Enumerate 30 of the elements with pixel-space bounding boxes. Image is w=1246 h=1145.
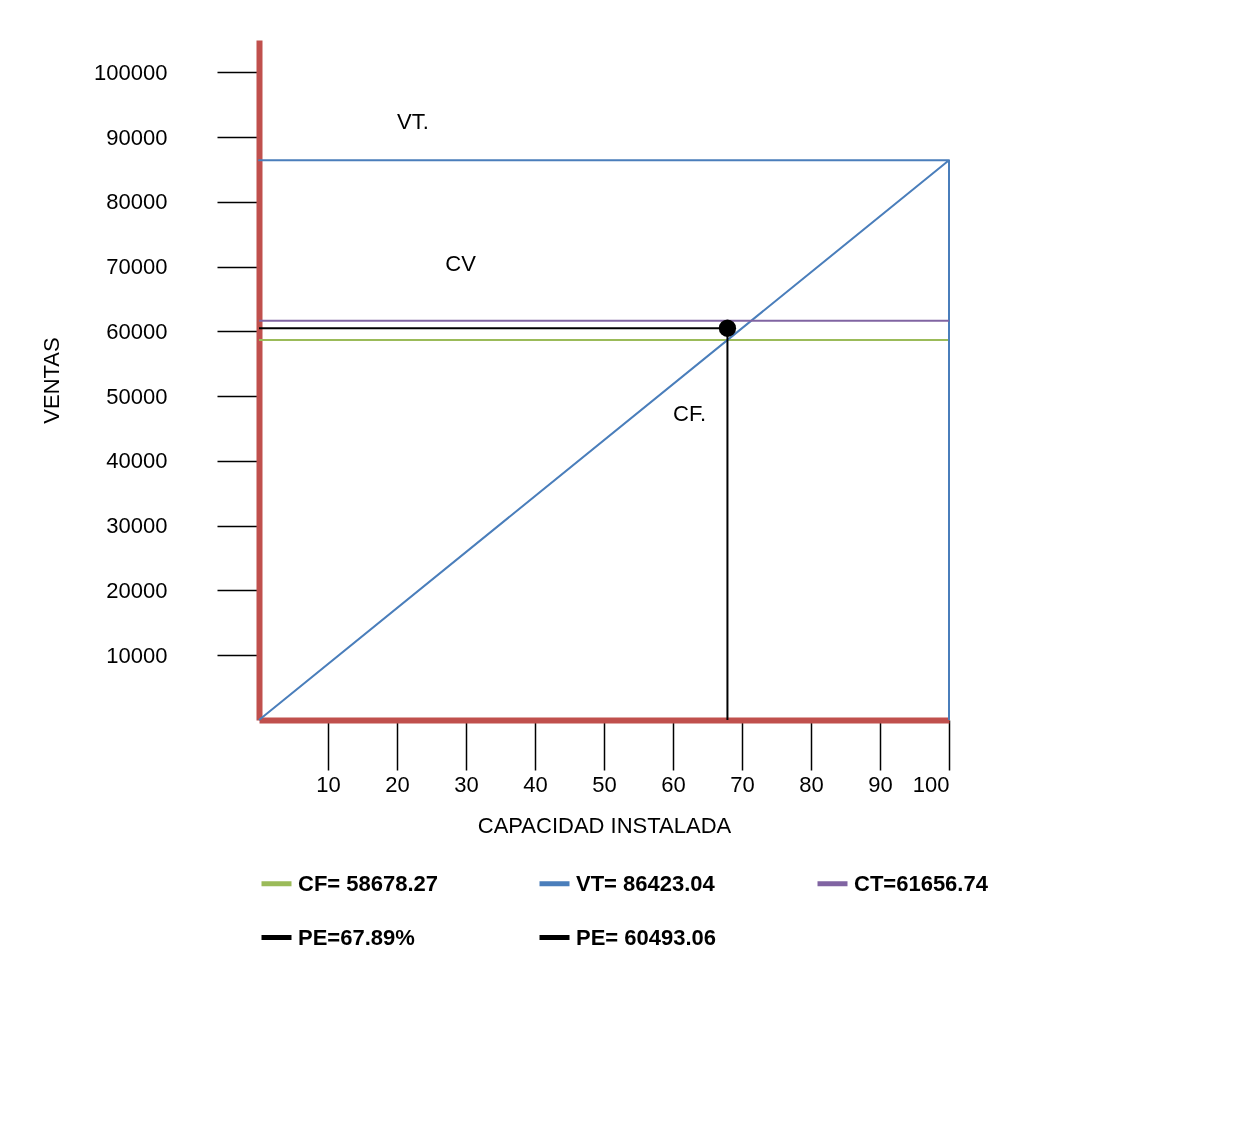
- x-tick-label: 60: [661, 771, 686, 797]
- x-axis-title: CAPACIDAD INSTALADA: [477, 812, 732, 838]
- x-tick-label: 20: [385, 771, 410, 797]
- y-tick-label: 50000: [106, 383, 168, 409]
- x-tick-label: 10: [316, 771, 341, 797]
- annotation: CF.: [673, 401, 706, 426]
- y-tick-label: 80000: [106, 189, 168, 215]
- x-tick-label: 30: [454, 771, 479, 797]
- x-tick-label: 70: [730, 771, 755, 797]
- y-tick-label: 20000: [106, 577, 168, 603]
- x-tick-label: 90: [868, 771, 893, 797]
- x-tick-label: 50: [592, 771, 617, 797]
- legend-label: VT= 86423.04: [576, 870, 716, 896]
- legend-label: PE=67.89%: [298, 924, 415, 950]
- x-tick-label: 100: [912, 771, 950, 797]
- y-tick-label: 90000: [106, 124, 168, 150]
- y-axis-title: VENTAS: [39, 337, 65, 424]
- x-tick-label: 40: [523, 771, 548, 797]
- y-tick-label: 10000: [106, 642, 168, 668]
- annotation: VT.: [397, 108, 429, 134]
- legend-label: CF= 58678.27: [298, 870, 439, 896]
- y-tick-label: 70000: [106, 254, 168, 280]
- legend-label: CT=61656.74: [854, 870, 989, 896]
- y-tick-label: 30000: [106, 513, 168, 539]
- x-tick-label: 80: [799, 771, 824, 797]
- legend-label: PE= 60493.06: [576, 924, 717, 950]
- y-tick-label: 100000: [94, 59, 168, 85]
- annotation: CV: [445, 251, 477, 277]
- y-tick-label: 60000: [106, 318, 168, 344]
- y-tick-label: 40000: [106, 448, 168, 474]
